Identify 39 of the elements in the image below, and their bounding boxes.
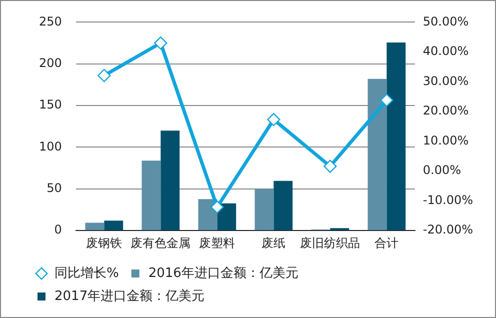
y-tick-label: 100 [39, 139, 62, 154]
point [154, 36, 168, 50]
bar [85, 222, 104, 230]
y-tick-label: 200 [39, 56, 62, 70]
y2-tick-label: 20.00% [422, 104, 469, 118]
point [98, 68, 111, 82]
bar [274, 180, 293, 230]
x-tick-label: 废有色金属 [130, 236, 191, 250]
y-tick-label: 150 [39, 98, 62, 112]
y2-tick-label: -20.00% [422, 222, 474, 237]
legend-label: 2017年进口金额：亿美元 [54, 288, 205, 304]
y2-tick-label: -10.00% [422, 192, 474, 207]
bar [104, 220, 124, 230]
y-tick-label: 0 [54, 222, 62, 237]
legend-label: 2016年进口金额：亿美元 [148, 264, 298, 281]
x-tick-label: 废塑料 [199, 236, 236, 250]
point [267, 112, 280, 126]
legend-label: 同比增长% [54, 266, 119, 281]
bar [386, 42, 406, 230]
x-tick-label: 废钢铁 [86, 236, 122, 250]
point [380, 94, 394, 107]
x-tick-label: 废纸 [262, 236, 286, 250]
y-tick-label: 50 [46, 181, 62, 196]
bar [368, 78, 387, 230]
y2-tick-label: 0.00% [422, 163, 462, 178]
bar [217, 203, 236, 230]
y2-tick-label: 50.00% [422, 14, 469, 28]
y-tick-label: 250 [39, 14, 62, 28]
x-tick-label: 合计 [374, 236, 399, 250]
y2-tick-label: 10.00% [422, 133, 469, 148]
y2-tick-label: 30.00% [422, 74, 469, 88]
bar [254, 188, 274, 230]
x-tick-label: 废旧纺织品 [300, 236, 360, 250]
bar [142, 160, 161, 230]
point [210, 200, 224, 214]
point [324, 160, 337, 173]
bar [198, 199, 218, 230]
y2-tick-label: 40.00% [422, 44, 469, 58]
bar [160, 130, 180, 230]
